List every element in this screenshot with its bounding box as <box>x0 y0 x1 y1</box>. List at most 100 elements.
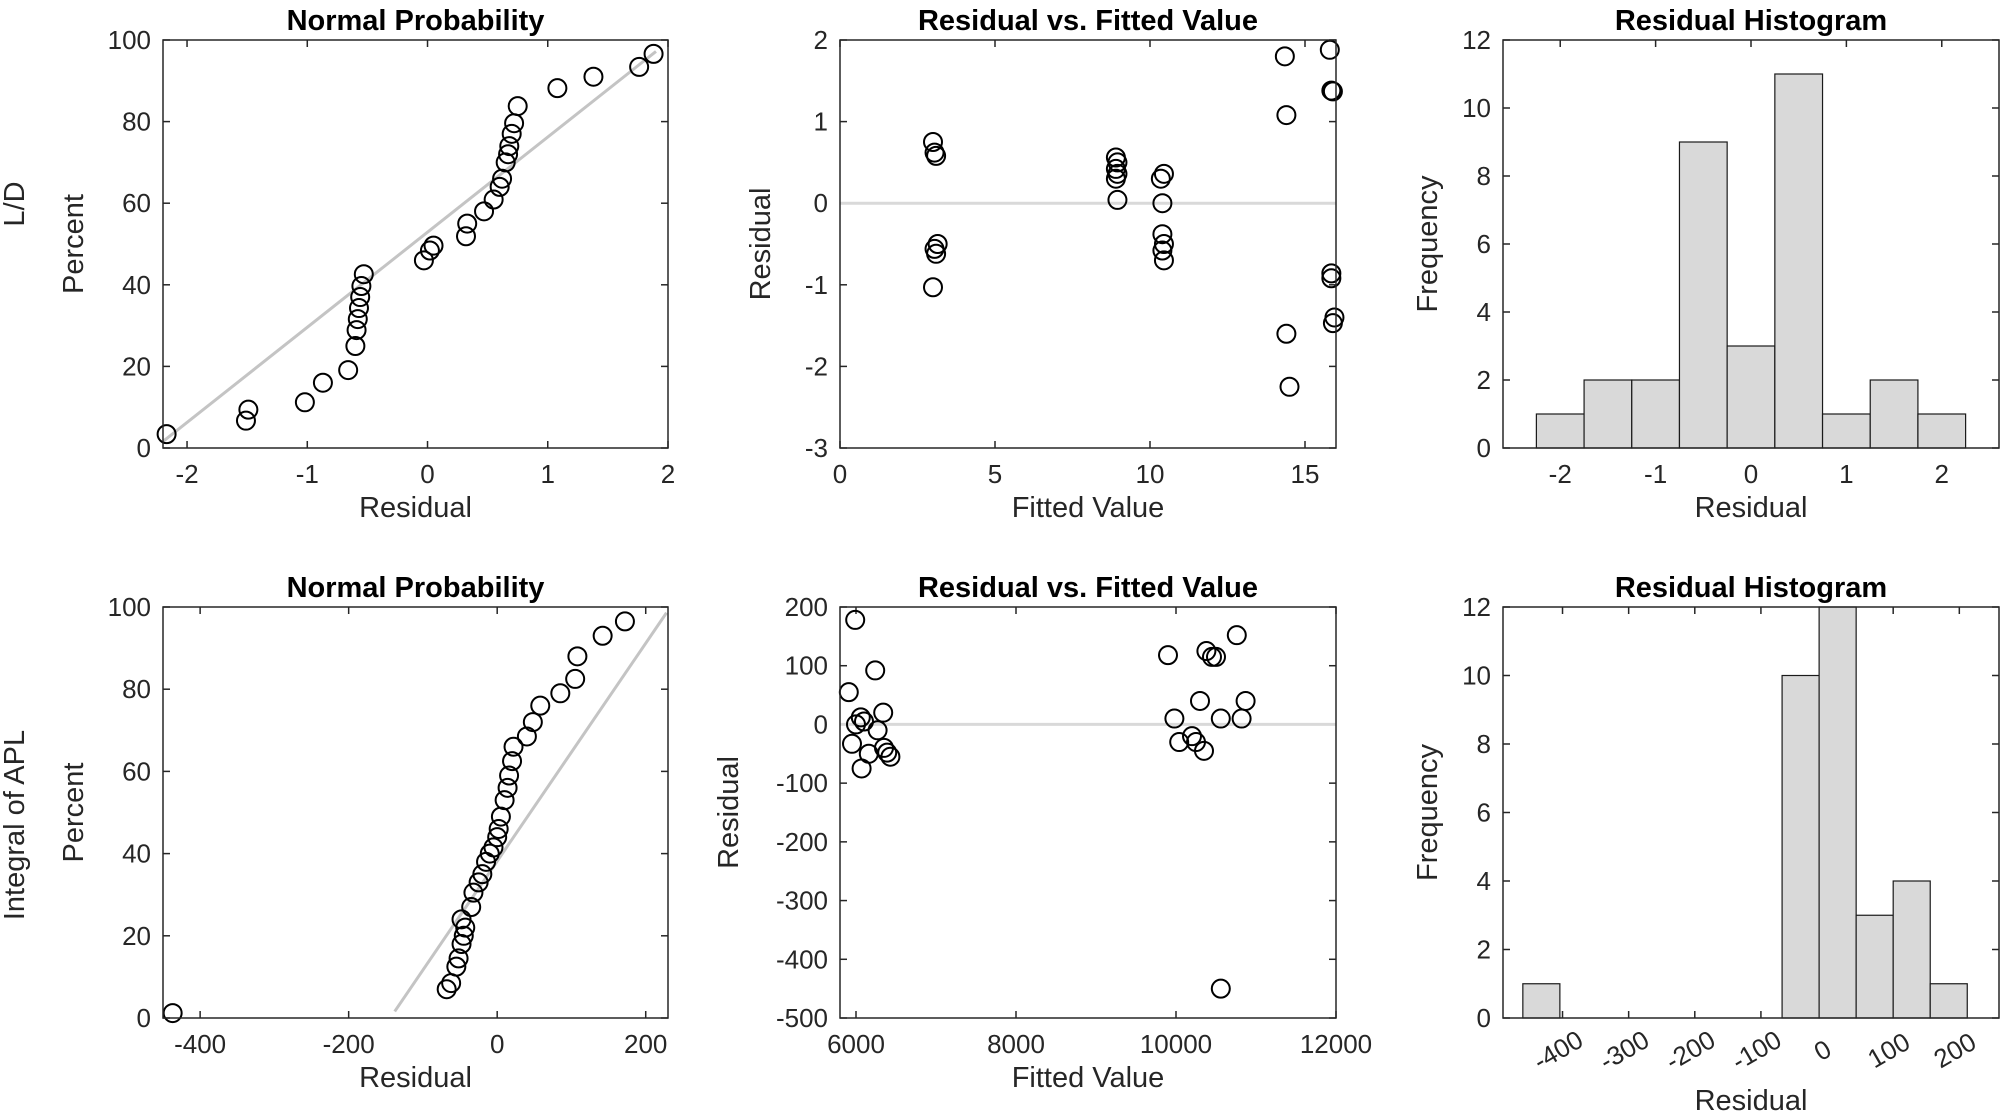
data-point <box>338 360 359 381</box>
data-point <box>1105 168 1126 189</box>
data-point <box>1319 39 1340 60</box>
histogram-bar <box>1818 606 1857 1019</box>
data-point <box>1226 625 1247 646</box>
y-tick-label: 100 <box>108 25 151 55</box>
data-point <box>423 235 444 256</box>
y-axis-label: Percent <box>58 194 90 294</box>
data-point <box>522 712 543 733</box>
row-label-ld: L/D <box>0 181 31 226</box>
y-tick-label: -400 <box>776 944 828 974</box>
data-point <box>497 777 518 798</box>
data-point <box>1210 708 1231 729</box>
y-tick-label: 2 <box>1477 365 1491 395</box>
y-tick-label: 4 <box>1477 297 1491 327</box>
chart-title: Residual vs. Fitted Value <box>918 5 1258 37</box>
data-point <box>487 827 508 848</box>
y-tick-label: 100 <box>785 651 828 681</box>
data-point <box>499 765 520 786</box>
data-point <box>494 790 515 811</box>
x-tick-label: -2 <box>175 459 198 489</box>
data-point <box>643 43 664 64</box>
reference-line <box>393 611 668 1013</box>
data-point <box>348 298 369 319</box>
data-point <box>451 909 472 930</box>
histogram-bar <box>1781 674 1820 1019</box>
x-tick-label: 2 <box>1935 459 1949 489</box>
data-point <box>1279 376 1300 397</box>
x-tick-label: 100 <box>1862 1026 1915 1074</box>
x-tick-label: -1 <box>1644 459 1667 489</box>
data-point <box>1322 313 1343 334</box>
data-point <box>490 806 511 827</box>
x-axis-label: Residual <box>1695 492 1808 524</box>
subplot-ld-normal: Normal Probability 0 20 40 60 80 100 -2 -1 0 1 2 Res… <box>58 5 675 524</box>
y-tick-label: 0 <box>1477 433 1491 463</box>
axes-box <box>839 606 1337 1019</box>
data-point <box>926 145 947 166</box>
data-point <box>1210 978 1231 999</box>
histogram-bar <box>1678 141 1728 449</box>
data-point <box>550 683 571 704</box>
data-point <box>489 176 510 197</box>
data-point <box>312 372 333 393</box>
data-point <box>235 410 256 431</box>
axes-box <box>1502 606 2000 1019</box>
data-point <box>503 736 524 757</box>
y-tick-label: 0 <box>814 188 828 218</box>
histogram-bar <box>1631 379 1681 449</box>
histogram-bar <box>1774 73 1824 449</box>
x-tick-label: -2 <box>1549 459 1572 489</box>
histogram-bar <box>1869 379 1919 449</box>
data-point <box>499 136 520 157</box>
x-tick-label: -200 <box>323 1029 375 1059</box>
data-point <box>419 240 440 261</box>
y-tick-label: 0 <box>137 433 151 463</box>
data-point <box>1164 708 1185 729</box>
data-point <box>1153 250 1174 271</box>
y-axis-label: Residual <box>745 188 777 301</box>
x-tick-label: -300 <box>1594 1024 1654 1076</box>
chart-title: Residual vs. Fitted Value <box>918 572 1258 604</box>
data-point <box>498 144 519 165</box>
data-point <box>453 925 474 946</box>
data-point <box>483 837 504 858</box>
data-point <box>923 277 943 298</box>
data-point <box>1152 240 1173 261</box>
data-point <box>347 309 368 330</box>
data-point <box>448 948 469 969</box>
subplot-apl-hist: Residual Histogram 0 2 4 6 8 10 12 -400 -300 -200-… <box>1412 572 2000 1117</box>
data-point <box>446 956 467 977</box>
reference-line <box>162 50 657 443</box>
x-tick-label: 200 <box>1929 1026 1982 1074</box>
histogram-bar <box>1726 345 1776 449</box>
data-point <box>457 213 478 234</box>
x-tick-label: 12000 <box>1300 1029 1372 1059</box>
y-tick-label: -2 <box>805 351 828 381</box>
data-point <box>1194 740 1214 761</box>
chart-title: Normal Probability <box>287 572 545 604</box>
x-tick-label: 6000 <box>827 1029 885 1059</box>
x-tick-label: -200 <box>1660 1024 1720 1076</box>
x-tick-label: 10 <box>1136 459 1165 489</box>
x-tick-label: -1 <box>296 459 319 489</box>
y-tick-label: -1 <box>805 270 828 300</box>
data-point <box>1152 224 1173 245</box>
data-point <box>1150 168 1171 189</box>
data-point <box>1321 263 1342 284</box>
y-tick-label: -300 <box>776 886 828 916</box>
data-point <box>1152 193 1173 214</box>
data-point <box>436 979 457 1000</box>
data-point <box>346 320 367 341</box>
y-axis-label: Residual <box>713 756 745 869</box>
histogram-bar <box>1855 914 1894 1019</box>
data-point <box>838 682 859 703</box>
data-point <box>483 189 504 210</box>
y-tick-label: 40 <box>122 270 151 300</box>
histogram-bar <box>1821 413 1871 449</box>
axes-box <box>162 39 669 449</box>
subplot-apl-fitted: Residual vs. Fitted Value -500 -400 -300 -20… <box>713 572 1372 1094</box>
data-point <box>842 733 862 754</box>
x-tick-label: 1 <box>541 459 555 489</box>
